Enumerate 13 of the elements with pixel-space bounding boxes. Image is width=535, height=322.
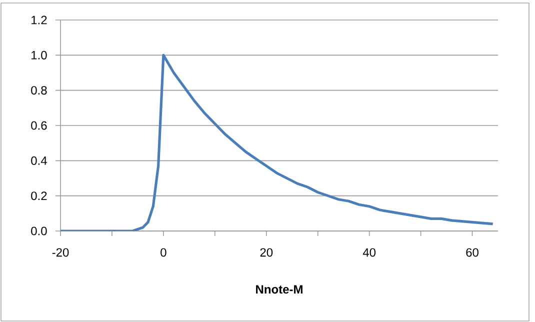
x-tick-label: -20: [52, 248, 69, 257]
x-tick-label: 40: [362, 248, 376, 257]
y-tick-label: 0.2: [31, 192, 47, 200]
x-tick-label: 60: [466, 248, 478, 257]
y-tick-label: 0.4: [31, 156, 47, 165]
x-tick-label: 0: [160, 248, 166, 257]
y-tick-label: 1.2: [32, 16, 47, 24]
x-tick-label: 20: [260, 248, 273, 257]
y-tick-label: 0.8: [31, 86, 47, 95]
y-tick-label: 1.0: [32, 50, 47, 60]
y-tick-label: 0.0: [31, 226, 47, 236]
x-axis-title: Nnote-M: [256, 285, 302, 294]
y-tick-label: 0.6: [31, 121, 47, 130]
